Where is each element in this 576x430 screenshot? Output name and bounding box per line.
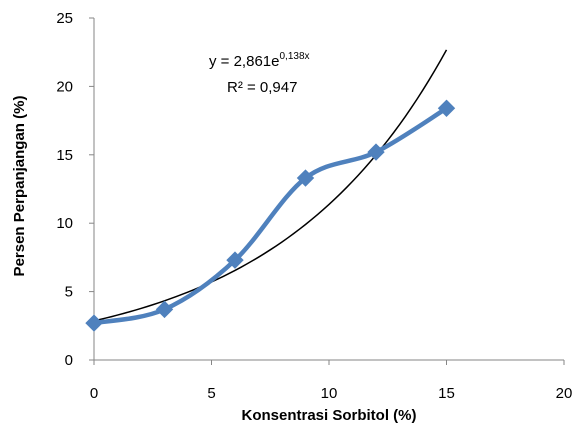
data-point-marker (226, 251, 244, 269)
y-tick-label: 0 (65, 352, 73, 369)
y-axis-title: Persen Perpanjangan (%) (11, 96, 28, 277)
y-tick-label: 20 (56, 78, 73, 95)
series-group (85, 99, 456, 332)
y-tick-label: 10 (56, 215, 73, 232)
y-tick-label: 5 (65, 284, 73, 301)
y-tick-label: 15 (56, 147, 73, 164)
equation-exponent: 0,138x (279, 51, 309, 62)
y-tick-label: 25 (56, 10, 73, 27)
data-point-marker (85, 314, 103, 332)
tick-labels: 0 5 10 15 20 25 0 5 10 15 20 (56, 10, 572, 402)
r-squared-label: R² = 0,947 (227, 79, 297, 96)
x-tick-label: 20 (556, 385, 573, 402)
data-point-marker (437, 99, 456, 117)
x-tick-label: 0 (90, 385, 98, 402)
data-point-marker (155, 300, 174, 319)
series-line (91, 106, 449, 326)
x-tick-label: 10 (321, 385, 338, 402)
equation-prefix: y = 2,861e (209, 53, 279, 70)
trendline-group (93, 49, 448, 322)
x-axis-title: Konsentrasi Sorbitol (%) (241, 407, 416, 424)
data-point-marker (296, 169, 315, 187)
x-tick-label: 5 (207, 385, 215, 402)
trendline (93, 49, 448, 322)
axes (89, 17, 565, 365)
x-tick-label: 15 (438, 385, 455, 402)
data-point-marker (367, 143, 385, 161)
trendline-equation: y = 2,861e0,138x (209, 51, 310, 70)
